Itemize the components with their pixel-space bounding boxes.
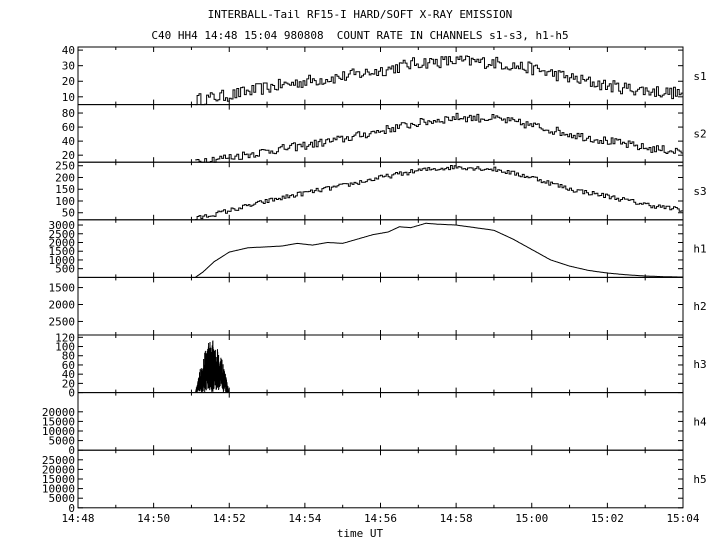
y-tick-label-s3-0: 50 [62,207,75,220]
y-tick-label-s1-3: 40 [62,44,75,57]
y-tick-label-h3-6: 120 [55,331,75,344]
y-tick-label-h5-1: 5000 [49,492,76,505]
x-tick-label-5: 14:58 [440,512,473,525]
series-burst-h3 [194,340,230,393]
y-tick-label-h2-0: 1500 [49,282,76,295]
y-tick-label-h1-1: 1000 [49,254,76,267]
channel-label-h5: h5 [693,473,706,486]
y-tick-label-h1-3: 2000 [49,236,76,249]
y-tick-label-h4-4: 20000 [42,406,75,419]
x-axis-label: time UT [336,527,384,540]
series-line-h1 [194,222,684,278]
y-tick-label-h1-5: 3000 [49,219,76,232]
y-tick-label-h4-0: 0 [68,444,75,457]
y-tick-label-h2-2: 2500 [49,315,76,328]
y-tick-label-h5-3: 15000 [42,473,75,486]
y-tick-label-h2-1: 2000 [49,299,76,312]
y-tick-label-h5-2: 10000 [42,483,75,496]
panel-frame-s2 [77,104,684,163]
y-tick-label-s1-1: 20 [62,75,75,88]
channel-label-h2: h2 [693,300,706,313]
channel-label-s3: s3 [693,185,706,198]
chart-title: INTERBALL-Tail RF15-I HARD/SOFT X-RAY EM… [207,8,513,21]
y-tick-label-s3-3: 200 [55,171,75,184]
channel-label-h4: h4 [693,415,707,428]
y-tick-label-h3-2: 40 [62,368,75,381]
y-tick-label-h5-0: 0 [68,502,75,515]
series-line-s1 [195,55,684,106]
y-tick-label-s2-0: 20 [62,149,75,162]
y-tick-label-s3-4: 250 [55,160,75,173]
channel-label-s1: s1 [693,70,706,83]
series-line-s3 [195,165,684,220]
chart-subtitle: C40 HH4 14:48 15:04 980808 COUNT RATE IN… [151,29,569,42]
y-tick-label-h3-0: 0 [68,387,75,400]
y-tick-label-h1-2: 1500 [49,245,76,258]
y-tick-label-s3-2: 150 [55,183,75,196]
y-tick-label-h5-4: 20000 [42,463,75,476]
y-tick-label-s2-1: 40 [62,135,75,148]
x-tick-label-6: 15:00 [515,512,548,525]
y-tick-label-s3-1: 100 [55,195,75,208]
y-tick-label-s1-2: 30 [62,60,75,73]
y-tick-label-s2-2: 60 [62,121,75,134]
x-tick-label-3: 14:54 [288,512,321,525]
y-tick-label-h4-2: 10000 [42,425,75,438]
x-tick-label-4: 14:56 [364,512,397,525]
channel-label-s2: s2 [693,127,706,140]
y-tick-label-h3-4: 80 [62,350,75,363]
y-tick-label-h5-5: 25000 [42,454,75,467]
y-tick-label-h1-0: 500 [55,263,75,276]
y-tick-label-h4-3: 15000 [42,415,75,428]
x-tick-label-8: 15:04 [666,512,699,525]
panel-frame-s1 [77,46,684,106]
y-tick-label-s1-0: 10 [62,91,75,104]
panel-frame-h5 [77,449,684,509]
x-tick-label-1: 14:50 [137,512,170,525]
panel-frame-h2 [77,276,684,336]
panel-frame-h1 [77,219,684,278]
x-tick-label-0: 14:48 [61,512,94,525]
y-tick-label-h3-5: 100 [55,341,75,354]
y-tick-label-h4-1: 5000 [49,435,76,448]
x-tick-label-7: 15:02 [591,512,624,525]
panel-frame-h4 [77,392,684,451]
x-tick-label-2: 14:52 [213,512,246,525]
panel-frame-h3 [77,334,684,394]
y-tick-label-h3-1: 20 [62,377,75,390]
channel-label-h3: h3 [693,358,706,371]
y-tick-label-s2-3: 80 [62,107,75,120]
channel-label-h1: h1 [693,243,706,256]
y-tick-label-h1-4: 2500 [49,228,76,241]
y-tick-label-h3-3: 60 [62,359,75,372]
series-line-s2 [195,112,684,163]
